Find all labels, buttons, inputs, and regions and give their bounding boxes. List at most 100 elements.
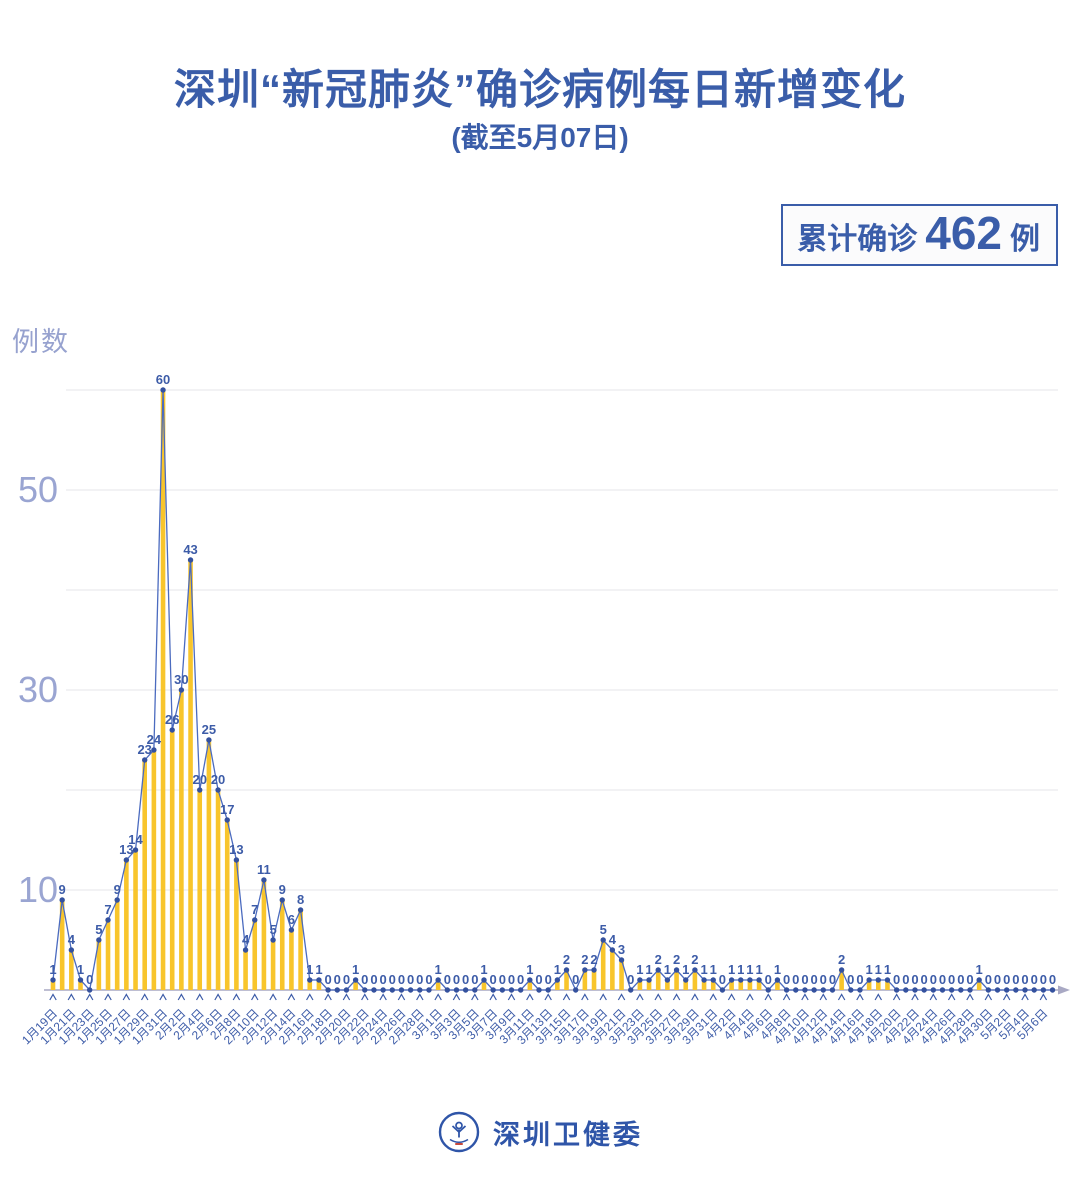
value-label: 9	[114, 882, 121, 897]
cumulative-total-badge: 累计确诊 462 例	[781, 204, 1058, 266]
value-label: 0	[1049, 972, 1056, 987]
bar	[270, 940, 276, 990]
value-label: 1	[737, 962, 744, 977]
value-label: 0	[572, 972, 579, 987]
x-tick-mark	[526, 993, 534, 1001]
value-label: 1	[866, 962, 873, 977]
value-label: 0	[948, 972, 955, 987]
data-point-marker	[554, 977, 561, 983]
bar	[637, 980, 643, 990]
x-tick-mark	[342, 993, 351, 1001]
x-tick-mark	[892, 993, 901, 1001]
data-point-marker	[930, 987, 937, 993]
value-label: 0	[490, 972, 497, 987]
data-point-marker	[628, 987, 634, 993]
data-point-marker	[517, 987, 524, 993]
data-point-marker	[1049, 987, 1056, 993]
data-point-marker	[77, 977, 84, 983]
bar	[289, 930, 294, 990]
bar	[665, 980, 670, 990]
bar	[215, 790, 221, 990]
data-point-marker	[288, 927, 295, 933]
badge-label: 累计确诊	[797, 223, 918, 256]
bar	[655, 970, 661, 990]
value-label: 0	[416, 972, 423, 987]
x-tick-mark	[947, 993, 956, 1001]
bar	[160, 390, 166, 990]
data-point-marker	[297, 907, 304, 913]
data-point-marker	[646, 977, 652, 983]
bar	[252, 920, 258, 990]
data-point-marker	[600, 937, 606, 943]
value-label: 20	[211, 772, 225, 787]
value-label: 5	[600, 922, 607, 937]
value-label: 1	[728, 962, 735, 977]
value-label: 14	[128, 832, 143, 847]
bar	[619, 960, 624, 990]
data-point-marker	[215, 787, 221, 793]
value-label: 0	[930, 972, 937, 987]
data-point-marker	[142, 757, 148, 763]
x-tick-mark	[1021, 993, 1029, 1001]
data-point-marker	[692, 967, 698, 973]
y-tick-label: 50	[18, 469, 58, 510]
x-tick-mark	[324, 993, 332, 1001]
x-tick-mark	[691, 993, 699, 1001]
data-point-marker	[270, 937, 276, 943]
data-point-marker	[591, 967, 597, 973]
bar	[96, 940, 102, 990]
emblem-figure-head	[455, 1121, 463, 1130]
value-label: 7	[251, 902, 258, 917]
x-tick-mark	[727, 993, 736, 1001]
data-point-marker	[132, 847, 139, 853]
data-point-marker	[728, 977, 735, 983]
value-label: 0	[444, 972, 451, 987]
value-label: 7	[104, 902, 111, 917]
data-point-marker	[884, 977, 891, 983]
data-point-marker	[774, 977, 781, 983]
bar	[976, 980, 982, 990]
x-tick-mark	[177, 993, 186, 1001]
value-label: 0	[847, 972, 854, 987]
daily-new-cases-chart: 10305011月19日941月21日101月23日571月25日9131月27…	[18, 372, 1070, 1047]
value-label: 1	[746, 962, 753, 977]
data-point-marker	[252, 917, 258, 923]
data-point-marker	[279, 897, 285, 903]
x-tick-mark	[746, 993, 754, 1001]
data-point-marker	[426, 987, 432, 993]
value-label: 5	[269, 922, 276, 937]
value-label: 1	[352, 962, 359, 977]
x-tick-mark	[782, 993, 791, 1001]
value-label: 9	[59, 882, 66, 897]
data-point-marker	[472, 987, 478, 993]
bar	[234, 860, 239, 990]
value-label: 0	[508, 972, 515, 987]
bar	[261, 880, 267, 990]
value-label: 4	[242, 932, 250, 947]
bar	[738, 980, 744, 990]
value-label: 0	[499, 972, 506, 987]
data-point-marker	[582, 967, 588, 973]
x-tick-mark	[214, 993, 222, 1001]
value-label: 0	[361, 972, 368, 987]
value-label: 30	[174, 672, 188, 687]
value-label: 2	[563, 952, 570, 967]
value-label: 60	[156, 372, 170, 387]
value-label: 0	[627, 972, 634, 987]
bar	[885, 980, 890, 990]
data-point-marker	[59, 897, 65, 903]
data-point-marker	[197, 787, 203, 793]
value-label: 1	[774, 962, 781, 977]
value-label: 1	[315, 962, 322, 977]
bar	[610, 950, 615, 990]
data-point-marker	[545, 987, 551, 993]
value-label: 13	[119, 842, 133, 857]
data-point-marker	[371, 987, 377, 993]
bar	[133, 850, 138, 990]
value-label: 1	[554, 962, 561, 977]
value-label: 2	[581, 952, 588, 967]
data-point-marker	[352, 977, 359, 983]
data-point-marker	[435, 977, 441, 983]
data-point-marker	[939, 987, 946, 993]
data-point-marker	[380, 987, 386, 993]
